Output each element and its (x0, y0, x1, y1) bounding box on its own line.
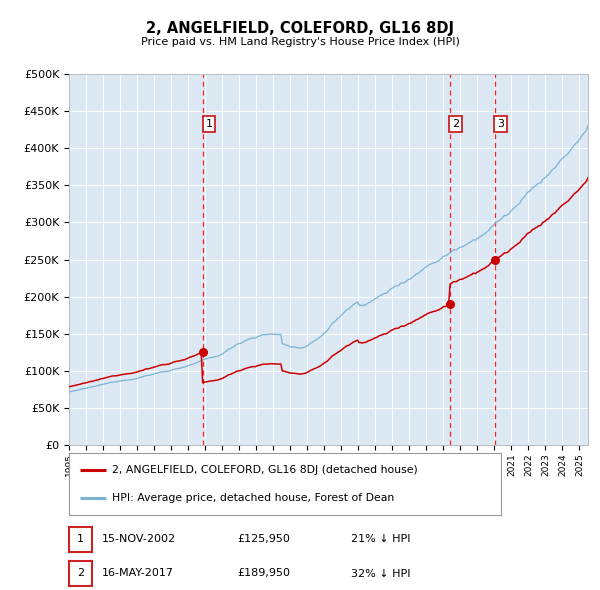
Text: Price paid vs. HM Land Registry's House Price Index (HPI): Price paid vs. HM Land Registry's House … (140, 37, 460, 47)
Text: 15-NOV-2002: 15-NOV-2002 (102, 535, 176, 544)
Text: 2: 2 (77, 569, 84, 578)
Text: £189,950: £189,950 (237, 569, 290, 578)
Text: 1: 1 (77, 535, 84, 544)
Text: HPI: Average price, detached house, Forest of Dean: HPI: Average price, detached house, Fore… (112, 493, 394, 503)
Text: 32% ↓ HPI: 32% ↓ HPI (351, 569, 410, 578)
Text: 21% ↓ HPI: 21% ↓ HPI (351, 535, 410, 544)
Text: 1: 1 (206, 119, 212, 129)
Text: £125,950: £125,950 (237, 535, 290, 544)
Text: 2, ANGELFIELD, COLEFORD, GL16 8DJ (detached house): 2, ANGELFIELD, COLEFORD, GL16 8DJ (detac… (112, 466, 418, 476)
Text: 2: 2 (452, 119, 460, 129)
Text: 16-MAY-2017: 16-MAY-2017 (102, 569, 174, 578)
Text: 3: 3 (497, 119, 504, 129)
Text: 2, ANGELFIELD, COLEFORD, GL16 8DJ: 2, ANGELFIELD, COLEFORD, GL16 8DJ (146, 21, 454, 35)
